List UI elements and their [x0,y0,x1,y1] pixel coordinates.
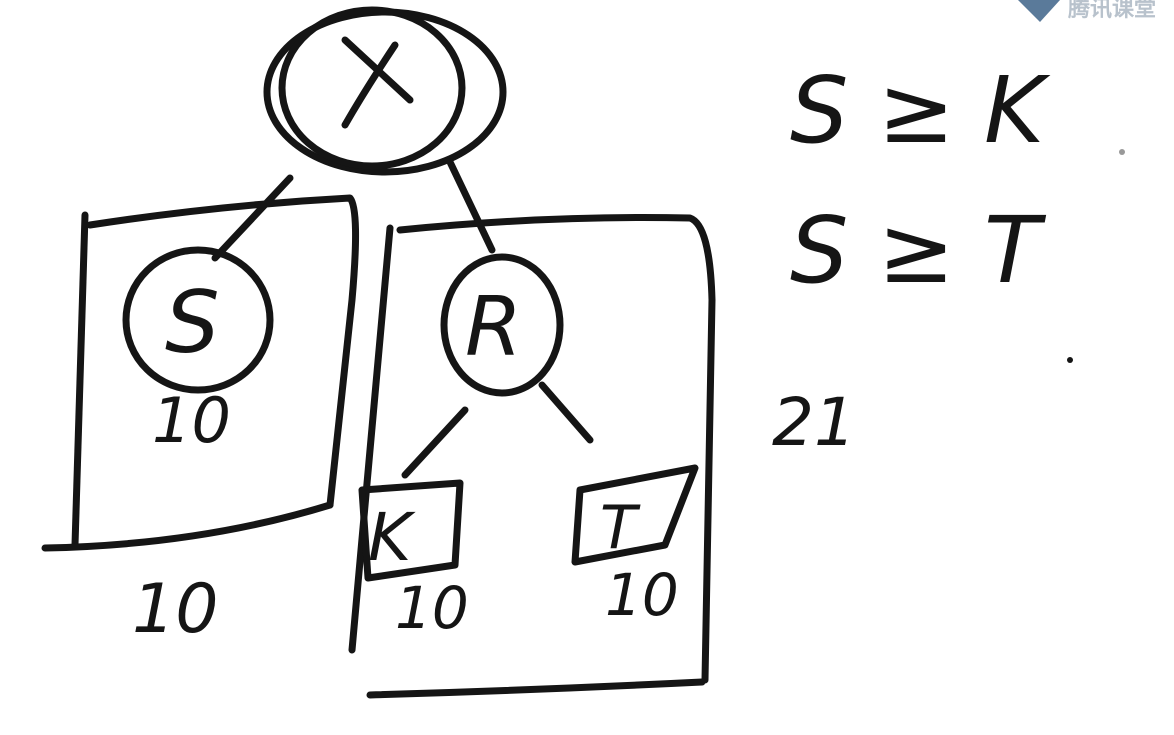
condition-s-ge-t: S ≥ T [790,197,1047,304]
watermark-logo: 腾讯课堂 [1018,0,1156,22]
left-subtree-box [41,194,360,552]
condition-s-ge-k: S ≥ K [790,57,1051,164]
edge-r-to-k [401,406,469,479]
left-box-bottom-edge [41,501,334,552]
node-s-size: 10 [152,384,231,457]
node-k: K [358,479,464,582]
right-subtree-box [348,214,716,699]
node-t-label: T [600,493,641,563]
root-node: X [263,6,507,176]
watermark-text: 腾讯课堂 [1068,0,1156,22]
right-box-size: 21 [772,384,856,461]
node-r: R [440,253,564,397]
edge-root-to-r [446,158,496,254]
stray-dot [1067,357,1073,363]
root-node-x-stroke-2 [341,41,399,129]
right-box-top-right-edge [396,214,716,684]
node-t-box [571,464,699,566]
stray-dot-2 [1119,149,1125,155]
edge-root-to-s [211,174,294,262]
right-box-left-edge [348,224,394,654]
node-s-circle [122,246,274,394]
node-r-label: R [465,280,522,375]
node-k-box [358,479,464,582]
node-s: S [122,246,274,394]
left-box-top-right-edge [86,194,360,509]
right-box-bottom-edge [366,678,706,699]
edge-r-to-t [538,381,594,444]
node-k-label: K [368,499,416,576]
left-box-size: 10 [132,570,219,649]
node-r-circle [440,253,564,397]
watermark-logo-icon [1018,0,1060,22]
node-t-size: 10 [605,561,679,629]
root-node-inner-circle [278,6,466,170]
node-s-label: S [165,273,220,373]
node-t: T [571,464,699,566]
node-k-size: 10 [395,574,469,642]
left-box-left-edge [71,211,89,549]
